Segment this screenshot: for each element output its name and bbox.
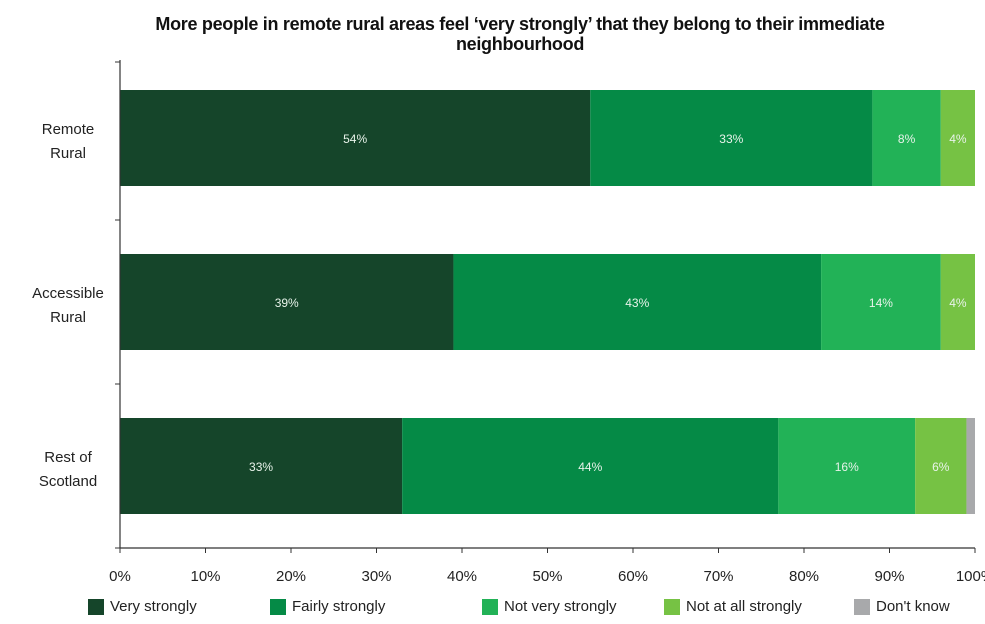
x-tick-label: 50%: [532, 568, 562, 585]
legend-swatch: [88, 598, 104, 615]
data-label: 39%: [275, 296, 299, 310]
bar-segment: [821, 254, 941, 350]
legend-item: Not very strongly: [482, 598, 617, 615]
category-label: Rural: [50, 145, 86, 162]
legend-swatch: [664, 598, 680, 615]
bar-segment: [402, 418, 779, 514]
legend-swatch: [854, 598, 870, 615]
x-tick-label: 10%: [190, 568, 220, 585]
bar-segment: [966, 418, 975, 514]
category-label: Rural: [50, 309, 86, 326]
category-label: Remote: [42, 121, 95, 138]
x-tick-label: 20%: [276, 568, 306, 585]
data-label: 44%: [578, 460, 602, 474]
x-tick-label: 30%: [361, 568, 391, 585]
category-label: Scotland: [39, 473, 97, 490]
data-label: 8%: [898, 132, 916, 146]
category-label: Rest of: [44, 449, 92, 466]
x-tick-label: 60%: [618, 568, 648, 585]
bar-segment: [120, 90, 591, 186]
x-tick-label: 40%: [447, 568, 477, 585]
data-label: 4%: [949, 296, 967, 310]
stacked-bar-chart: 54% 33% 8% 4% Remote Rural 39% 43% 14% 4% Accessib…: [32, 60, 985, 585]
legend-swatch: [270, 598, 286, 615]
chart-title: More people in remote rural areas feel ‘…: [155, 14, 885, 54]
legend-label: Don't know: [876, 598, 950, 615]
legend-item: Very strongly: [88, 598, 197, 615]
data-label: 54%: [343, 132, 367, 146]
data-label: 33%: [719, 132, 743, 146]
bar-segment: [940, 254, 975, 350]
legend-item: Fairly strongly: [270, 598, 385, 615]
category-label: Accessible: [32, 285, 104, 302]
data-label: 6%: [932, 460, 950, 474]
bar-segment: [590, 90, 873, 186]
data-label: 16%: [835, 460, 859, 474]
bar-segment: [120, 418, 403, 514]
legend-label: Very strongly: [110, 598, 197, 615]
legend-label: Fairly strongly: [292, 598, 386, 615]
legend-label: Not very strongly: [504, 598, 617, 615]
bar-segment: [778, 418, 916, 514]
data-label: 14%: [869, 296, 893, 310]
bar-segment: [940, 90, 975, 186]
legend-label: Not at all strongly: [686, 598, 802, 615]
data-label: 4%: [949, 132, 967, 146]
x-tick-label: 100%: [956, 568, 985, 585]
x-tick-label: 80%: [789, 568, 819, 585]
legend-swatch: [482, 598, 498, 615]
bar-segment: [915, 418, 967, 514]
data-label: 43%: [625, 296, 649, 310]
chart-legend: Very strongly Fairly strongly Not very str…: [88, 598, 978, 622]
bar-segment: [120, 254, 454, 350]
bar-segment: [872, 90, 941, 186]
legend-item: Don't know: [854, 598, 950, 615]
x-tick-label: 0%: [109, 568, 131, 585]
x-tick-label: 70%: [703, 568, 733, 585]
data-label: 33%: [249, 460, 273, 474]
legend-item: Not at all strongly: [664, 598, 802, 615]
bar-segment: [453, 254, 822, 350]
x-tick-label: 90%: [874, 568, 904, 585]
